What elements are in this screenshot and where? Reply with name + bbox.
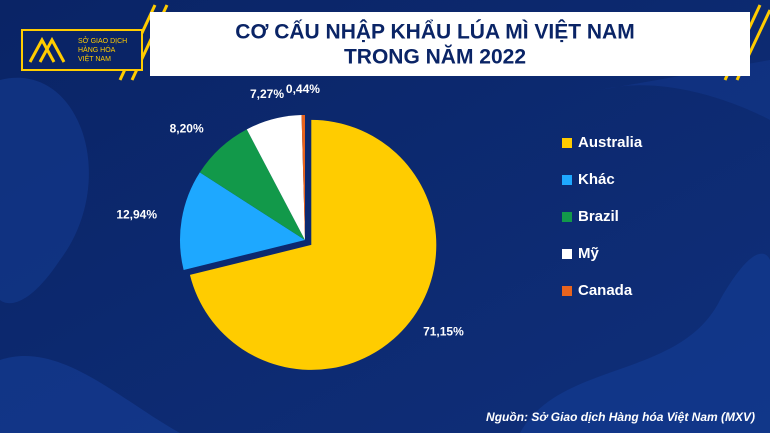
chart-title: TRONG NĂM 2022 <box>344 46 526 69</box>
data-label: 12,94% <box>116 208 157 222</box>
legend-swatch <box>562 286 572 296</box>
logo-text: VIỆT NAM <box>78 54 111 63</box>
legend-swatch <box>562 249 572 259</box>
pie-slice <box>246 115 305 240</box>
legend-label: Australia <box>578 134 643 151</box>
data-label: 7,27% <box>250 87 284 101</box>
logo-text: SỞ GIAO DỊCH <box>78 36 127 45</box>
bg-wave <box>520 253 770 433</box>
bg-wave <box>0 77 89 304</box>
legend-label: Khác <box>578 171 615 188</box>
pie-slice <box>189 119 437 370</box>
legend-label: Brazil <box>578 208 619 225</box>
title-banner <box>150 12 750 76</box>
legend-swatch <box>562 175 572 185</box>
legend-swatch <box>562 212 572 222</box>
data-label: 8,20% <box>170 122 204 136</box>
bg-wave <box>0 356 180 433</box>
data-label: 71,15% <box>423 325 464 339</box>
logo <box>21 29 143 71</box>
legend-label: Canada <box>578 282 633 299</box>
pie-slice <box>301 115 305 240</box>
legend-label: Mỹ <box>578 245 599 262</box>
pie-slice <box>199 129 305 240</box>
pie-slice <box>180 172 305 270</box>
chart-title: CƠ CẤU NHẬP KHẨU LÚA MÌ VIỆT NAM <box>235 20 634 44</box>
data-label: 0,44% <box>286 82 320 96</box>
logo-text: HÀNG HÓA <box>78 45 116 54</box>
source-note: Nguồn: Sở Giao dịch Hàng hóa Việt Nam (M… <box>486 410 755 424</box>
legend-swatch <box>562 138 572 148</box>
